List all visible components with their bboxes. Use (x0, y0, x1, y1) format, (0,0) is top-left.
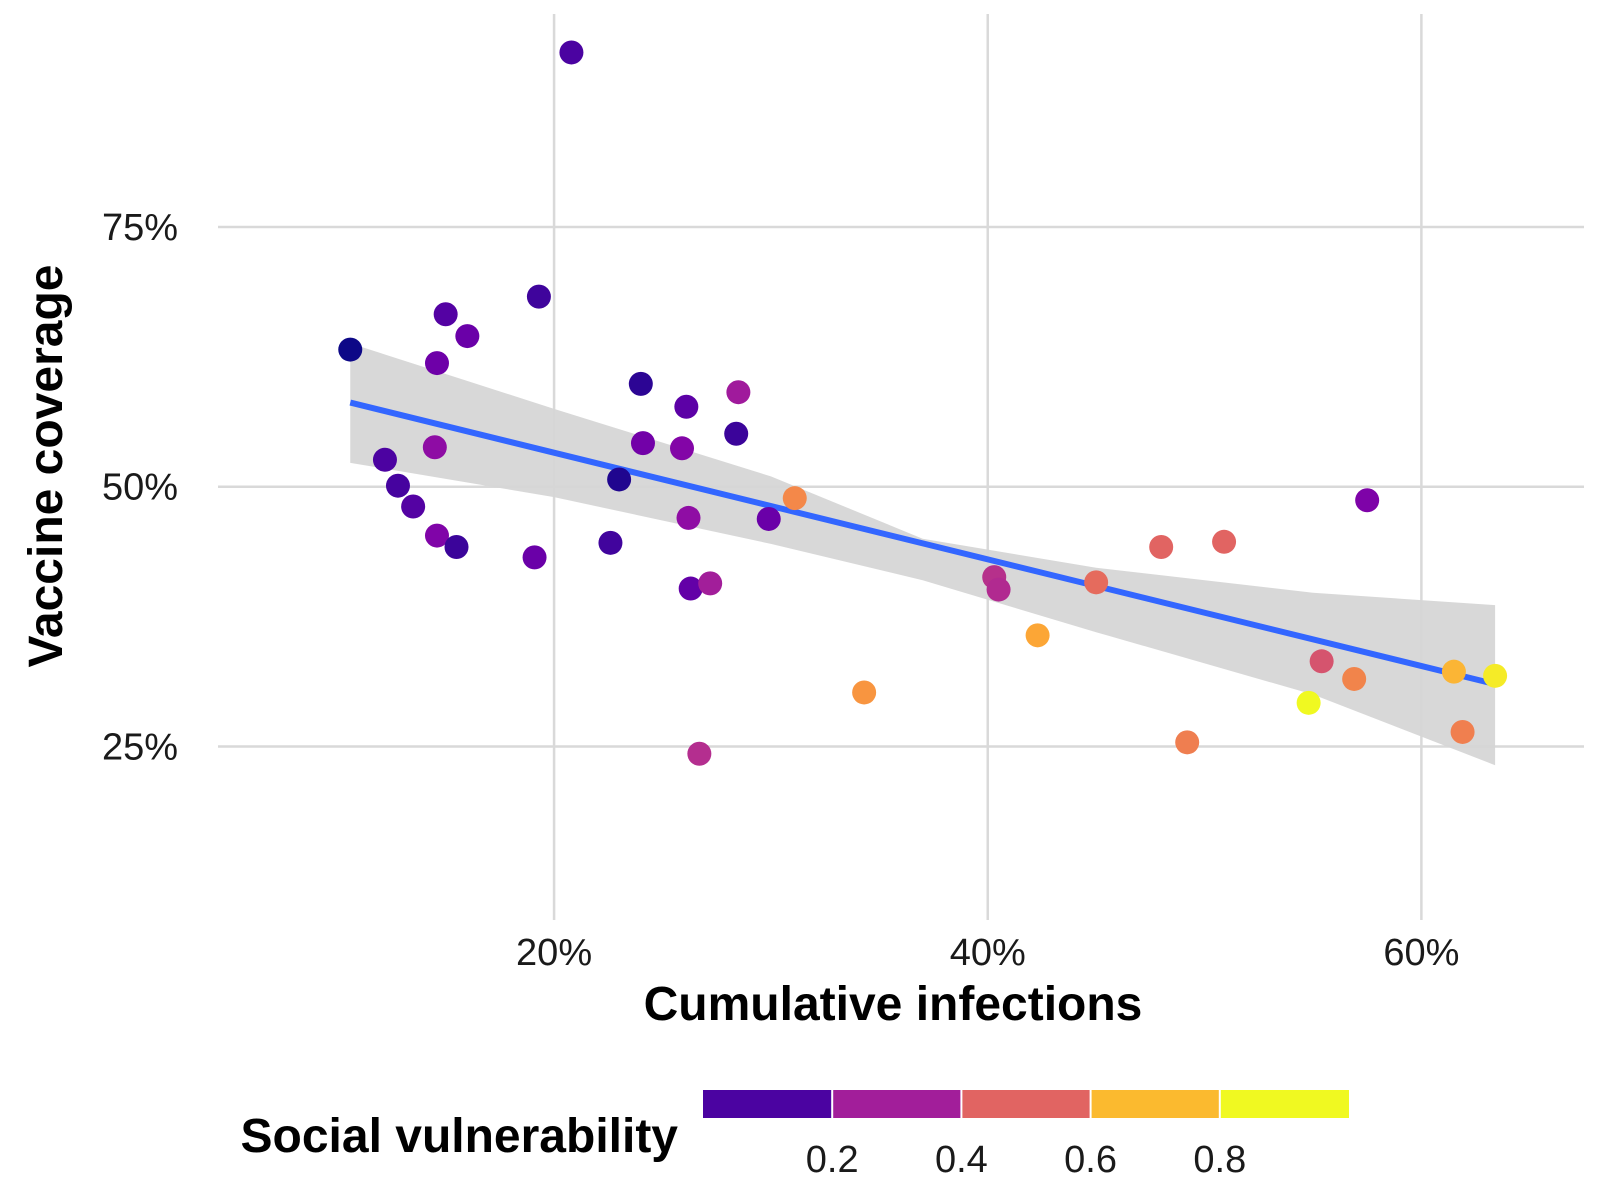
x-tick-label: 60% (1383, 932, 1459, 974)
scatter-point (1084, 570, 1109, 595)
legend-bin (1219, 1090, 1349, 1118)
scatter-point (678, 576, 703, 601)
scatter-point (1296, 690, 1321, 715)
scatter-point (852, 680, 877, 705)
legend-bin (961, 1090, 1091, 1118)
scatter-point (422, 435, 447, 460)
y-tick-label: 25% (102, 726, 178, 768)
legend-break-label: 0.4 (935, 1139, 988, 1181)
legend-bin (703, 1090, 833, 1118)
legend-bin (1090, 1090, 1220, 1118)
scatter-point (598, 530, 623, 555)
scatter-point (1355, 488, 1380, 513)
confidence-band-area (350, 343, 1496, 766)
data-points (338, 40, 1508, 766)
x-tick-label: 40% (950, 932, 1026, 974)
scatter-point (559, 40, 584, 65)
scatter-point (670, 436, 695, 461)
scatter-point (676, 505, 701, 530)
scatter-point (444, 535, 469, 560)
y-axis-title: Vaccine coverage (20, 265, 73, 668)
scatter-point (630, 431, 655, 456)
regression-line (349, 399, 1496, 688)
scatter-point (1149, 535, 1174, 560)
scatter-point (1309, 649, 1334, 674)
scatter-point (372, 447, 397, 472)
x-axis-ticks: 20% 40% 60% (516, 932, 1459, 974)
scatter-point (401, 494, 426, 519)
scatter-point (424, 523, 449, 548)
legend-break-label: 0.8 (1193, 1139, 1246, 1181)
scatter-point (338, 337, 363, 362)
y-axis-ticks: 25% 50% 75% (102, 207, 178, 768)
scatter-point (986, 577, 1011, 602)
legend-bin (832, 1090, 962, 1118)
scatter-point (726, 380, 751, 405)
scatter-point (1483, 663, 1508, 688)
y-tick-label: 50% (102, 467, 178, 509)
y-tick-label: 75% (102, 207, 178, 249)
scatter-point (756, 506, 781, 531)
scatter-point (1450, 719, 1475, 744)
grid-lines (218, 14, 1584, 920)
scatter-point (1342, 666, 1367, 691)
legend-break-label: 0.6 (1064, 1139, 1117, 1181)
scatter-point (628, 371, 653, 396)
scatter-point (455, 324, 480, 349)
scatter-point (1212, 529, 1237, 554)
scatter-point (424, 351, 449, 376)
legend-labels: 0.2 0.4 0.6 0.8 (806, 1139, 1246, 1181)
confidence-band (350, 343, 1496, 766)
scatter-point (687, 741, 712, 766)
legend-break-label: 0.2 (806, 1139, 859, 1181)
legend-colorbar (703, 1090, 1349, 1118)
scatter-point (1025, 623, 1050, 648)
scatter-point (607, 467, 632, 492)
scatter-point (782, 486, 807, 511)
scatter-point (674, 394, 699, 419)
scatter-point (698, 571, 723, 596)
color-legend: Social vulnerability 0.2 0.4 0.6 0.8 (241, 1090, 1349, 1181)
scatter-point (433, 302, 458, 327)
x-axis-title: Cumulative infections (644, 978, 1143, 1031)
scatter-point (724, 421, 749, 446)
scatter-point (522, 545, 547, 570)
scatter-point (526, 284, 551, 309)
trend-line (349, 399, 1496, 688)
scatter-point (1175, 730, 1200, 755)
scatter-point (1441, 659, 1466, 684)
x-tick-label: 20% (516, 932, 592, 974)
scatter-point (385, 473, 410, 498)
legend-title: Social vulnerability (241, 1110, 679, 1163)
